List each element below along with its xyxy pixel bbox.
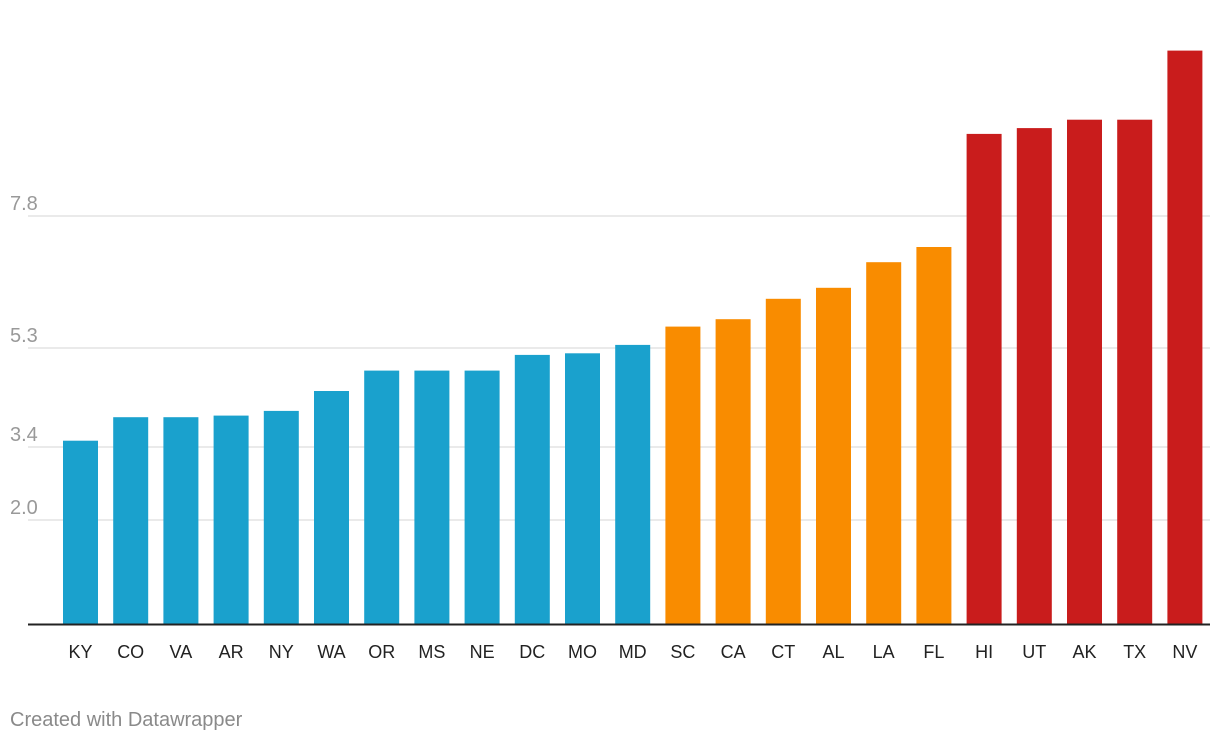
datawrapper-credit: Created with Datawrapper (10, 709, 243, 731)
x-tick-label-ky: KY (68, 642, 92, 662)
x-tick-label-nv: NV (1172, 642, 1197, 662)
x-tick-label-va: VA (170, 642, 193, 662)
bar-chart: 2.0 3.4 5.3 7.8 KY CO VA AR NY WA OR MS NE DC MO MD SC C… (10, 50, 1210, 662)
x-tick-label-ar: AR (219, 642, 244, 662)
x-tick-label-ct: CT (771, 642, 795, 662)
bar-hi (966, 133, 1002, 624)
x-tick-label-ca: CA (721, 642, 746, 662)
bar-mo (565, 353, 600, 624)
x-tick-label-dc: DC (519, 642, 545, 662)
bar-tx (1117, 119, 1153, 624)
bar-ct (765, 298, 801, 624)
bar-nv (1167, 50, 1203, 625)
x-tick-label-or: OR (368, 642, 395, 662)
bar-ca (715, 319, 751, 624)
y-tick-label: 5.3 (10, 325, 38, 347)
x-tick-label-sc: SC (670, 642, 695, 662)
bar-ut (1016, 128, 1052, 624)
bar-ny (263, 410, 299, 624)
bar-ne (464, 370, 500, 624)
bar-dc (514, 354, 550, 624)
x-tick-label-ny: NY (269, 642, 294, 662)
bar-la (866, 262, 902, 624)
x-tick-label-tx: TX (1123, 642, 1146, 662)
y-tick-label: 3.4 (10, 424, 38, 446)
bar-or (364, 370, 400, 624)
bar-co (113, 417, 149, 624)
x-axis-labels: KY CO VA AR NY WA OR MS NE DC MO MD SC CA CT AL LA FL HI UT… (68, 642, 1197, 662)
bar-ak (1067, 119, 1102, 624)
bar-wa (314, 391, 349, 624)
bar-fl (916, 247, 952, 624)
x-tick-label-al: AL (822, 642, 844, 662)
x-tick-label-ut: UT (1022, 642, 1046, 662)
bar-ar (213, 415, 249, 624)
x-tick-label-ms: MS (418, 642, 445, 662)
x-tick-label-mo: MO (568, 642, 597, 662)
x-tick-label-la: LA (873, 642, 895, 662)
y-tick-label: 7.8 (10, 193, 38, 215)
x-tick-label-co: CO (117, 642, 144, 662)
bar-ky (63, 440, 98, 624)
bar-va (163, 417, 199, 624)
bar-md (615, 344, 651, 624)
x-tick-label-md: MD (619, 642, 647, 662)
x-tick-label-ne: NE (470, 642, 495, 662)
y-tick-label: 2.0 (10, 497, 38, 519)
bar-sc (665, 326, 701, 624)
bar-ms (414, 370, 450, 624)
y-axis-labels: 2.0 3.4 5.3 7.8 (10, 193, 38, 519)
x-tick-label-fl: FL (923, 642, 944, 662)
bars (63, 50, 1203, 625)
x-tick-label-ak: AK (1072, 642, 1096, 662)
x-tick-label-wa: WA (317, 642, 345, 662)
x-tick-label-hi: HI (975, 642, 993, 662)
bar-al (816, 287, 851, 624)
